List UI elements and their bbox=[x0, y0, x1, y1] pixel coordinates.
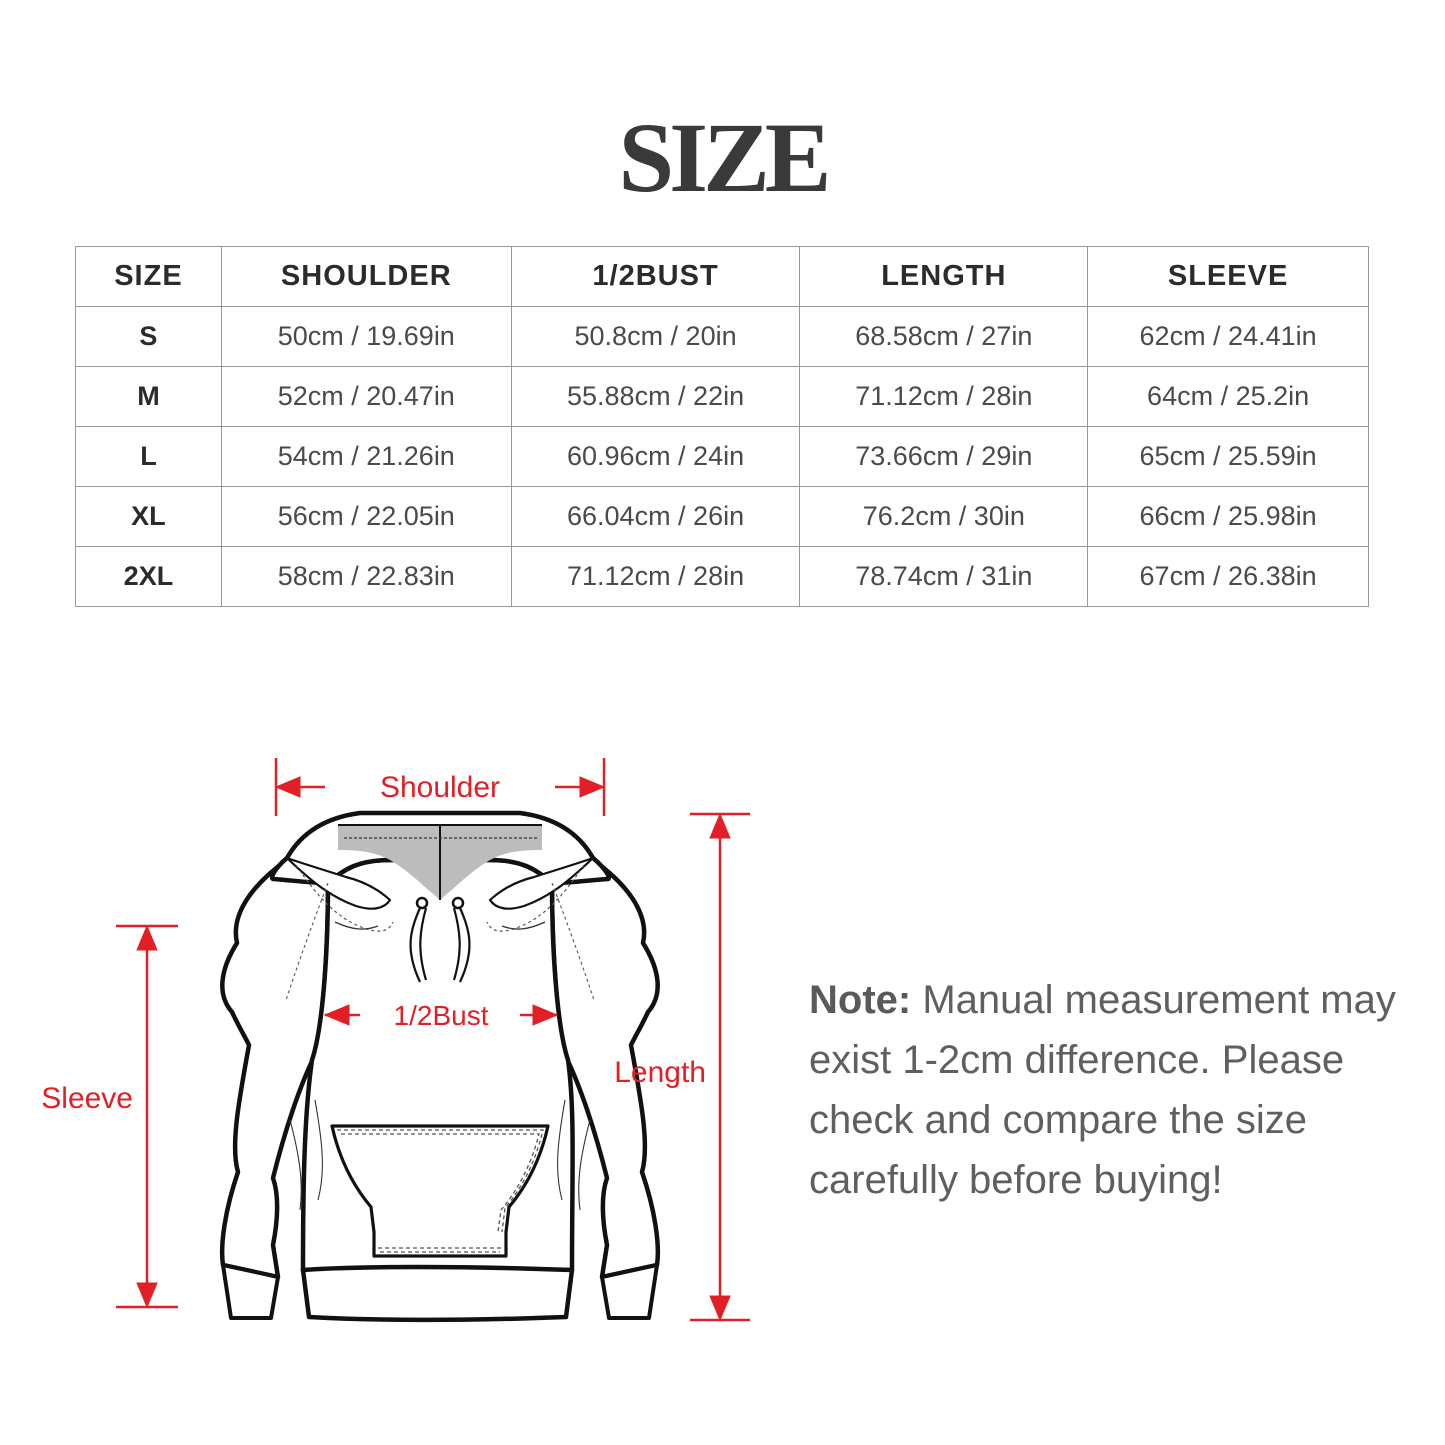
svg-text:1/2Bust: 1/2Bust bbox=[394, 1000, 489, 1031]
svg-text:Length: Length bbox=[614, 1056, 706, 1089]
svg-text:Shoulder: Shoulder bbox=[380, 771, 500, 804]
svg-text:Sleeve: Sleeve bbox=[41, 1082, 133, 1115]
